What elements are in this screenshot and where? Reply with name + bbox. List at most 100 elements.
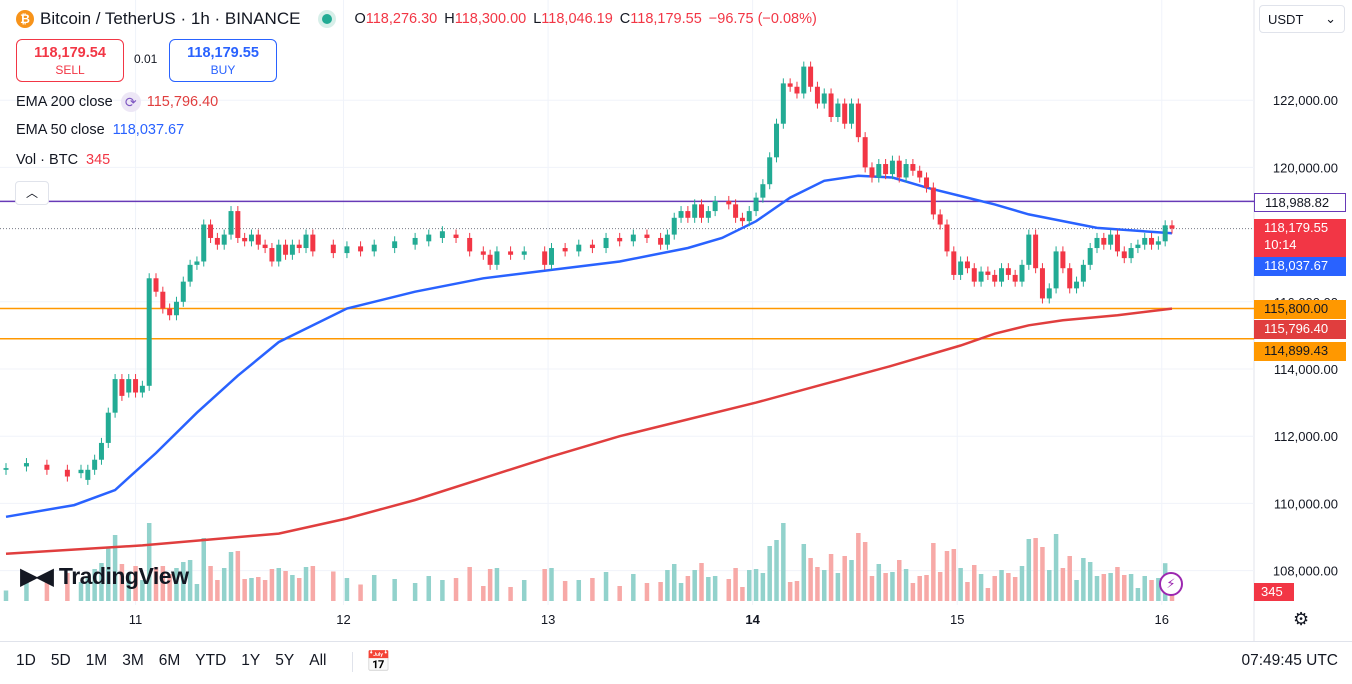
last-price-label: 118,179.55 10:14 — [1254, 219, 1346, 257]
volume-bar — [1060, 568, 1066, 601]
volume-bar — [1067, 556, 1072, 601]
candle-body — [1114, 234, 1120, 252]
volume-bar — [487, 569, 493, 601]
candle-body — [842, 103, 848, 124]
volume-bar — [944, 551, 950, 601]
settings-gear-icon[interactable]: ⚙ — [1293, 609, 1310, 629]
currency-select[interactable]: USDT ⌄ — [1259, 5, 1345, 33]
toolbar-divider — [352, 652, 353, 672]
buy-button[interactable]: 118,179.55 BUY — [169, 39, 277, 82]
candle-body — [1060, 251, 1066, 269]
volume-bar — [440, 580, 445, 601]
ema50-legend[interactable]: EMA 50 close 118,037.67 — [16, 122, 185, 138]
candle-body — [1080, 264, 1086, 282]
candle-body — [705, 211, 711, 218]
candle-body — [283, 244, 289, 255]
candle-body — [1046, 288, 1052, 299]
volume-bar — [631, 574, 636, 601]
volume-bar — [1101, 574, 1107, 601]
candle-body — [692, 204, 698, 218]
price-axis: 108,000.00 110,000.00 112,000.00 114,000.00… — [1273, 93, 1338, 578]
volume-bar — [412, 583, 418, 601]
lightning-icon[interactable]: ⚡ — [1159, 572, 1183, 596]
candle-body — [835, 103, 841, 117]
candle-body — [180, 281, 186, 302]
ema50-price-label: 118,037.67 — [1254, 257, 1346, 276]
range-all[interactable]: All — [309, 652, 327, 669]
volume-bar — [576, 580, 582, 601]
calendar-icon[interactable]: 📅 — [366, 651, 391, 673]
candle-body — [480, 251, 486, 255]
range-1d[interactable]: 1D — [16, 652, 36, 669]
volume-bar — [85, 576, 91, 601]
candle-body — [774, 123, 780, 158]
candle-body — [814, 86, 820, 104]
candles — [3, 61, 1175, 485]
sell-button[interactable]: 118,179.54 SELL — [16, 39, 124, 82]
volume-bar — [467, 567, 472, 601]
volume-bar — [331, 571, 336, 601]
candle-body — [944, 224, 950, 252]
sell-price: 118,179.54 — [34, 45, 106, 61]
market-open-icon — [322, 14, 333, 24]
candle-body — [1108, 234, 1114, 245]
candle-body — [1053, 251, 1059, 289]
candle-body — [1067, 268, 1073, 289]
buy-price: 118,179.55 — [187, 45, 259, 61]
range-3m[interactable]: 3M — [122, 652, 144, 669]
range-ytd[interactable]: YTD — [195, 652, 227, 669]
candle-body — [487, 254, 493, 265]
volume-bar — [733, 568, 738, 601]
volume-bar — [972, 565, 977, 601]
volume-bar — [862, 542, 868, 601]
candle-body — [760, 184, 766, 198]
volume-bar — [344, 578, 350, 601]
volume-bar — [133, 566, 138, 601]
volume-bar — [937, 572, 943, 601]
volume-bar — [665, 570, 670, 601]
candle-body — [344, 246, 350, 254]
candle-body — [1019, 264, 1025, 282]
volume-bar — [562, 581, 568, 601]
candle-body — [269, 248, 275, 262]
range-5d[interactable]: 5D — [50, 652, 71, 669]
symbol-title[interactable]: Bitcoin / TetherUS · 1h · BINANCE — [40, 9, 301, 28]
volume-bar — [181, 562, 186, 601]
symbol-header[interactable]: ₿ Bitcoin / TetherUS · 1h · BINANCE O118… — [16, 8, 817, 30]
candle-body — [208, 224, 214, 238]
volume-bar — [187, 560, 193, 601]
candle-body — [828, 93, 834, 117]
refresh-icon[interactable]: ⟳ — [120, 92, 141, 112]
candle-body — [3, 468, 9, 470]
range-1m[interactable]: 1M — [85, 652, 108, 669]
volume-bar — [242, 579, 247, 601]
volume-bar — [1087, 562, 1093, 601]
volume-legend[interactable]: Vol · BTC 345 — [16, 152, 111, 168]
candle-body — [869, 167, 875, 178]
volume-bar — [890, 572, 895, 601]
range-6m[interactable]: 6M — [158, 652, 181, 669]
candle-body — [112, 379, 118, 413]
candle-body — [235, 211, 241, 238]
utc-clock[interactable]: 07:49:45 UTC — [1241, 652, 1339, 669]
low-value: 118,046.19 — [541, 11, 613, 27]
ema50-line — [5, 174, 1173, 519]
candle-countdown: 10:14 — [1264, 237, 1297, 252]
price-chart[interactable]: 108,000.00 110,000.00 112,000.00 114,000.00… — [0, 0, 1352, 641]
volume-bar — [194, 584, 200, 601]
candle-body — [658, 237, 664, 245]
candle-body — [876, 164, 882, 178]
volume-bar — [24, 581, 29, 601]
collapse-legend-button[interactable]: ︿ — [15, 181, 49, 205]
candle-body — [726, 201, 732, 205]
volume-bar — [1006, 573, 1011, 601]
range-1y[interactable]: 1Y — [241, 652, 261, 669]
volume-bar — [1122, 575, 1127, 601]
volume-bar — [1135, 588, 1141, 601]
x-tick-label: 13 — [541, 612, 555, 627]
candle-body — [426, 234, 432, 242]
ema200-legend[interactable]: EMA 200 close ⟳ 115,796.40 — [16, 92, 219, 112]
candle-body — [1012, 274, 1018, 282]
range-5y[interactable]: 5Y — [275, 652, 295, 669]
volume-bar — [106, 547, 111, 601]
